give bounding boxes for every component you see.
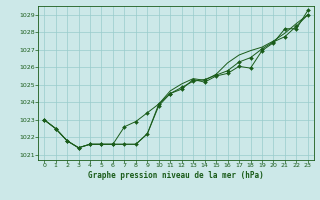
X-axis label: Graphe pression niveau de la mer (hPa): Graphe pression niveau de la mer (hPa)	[88, 171, 264, 180]
